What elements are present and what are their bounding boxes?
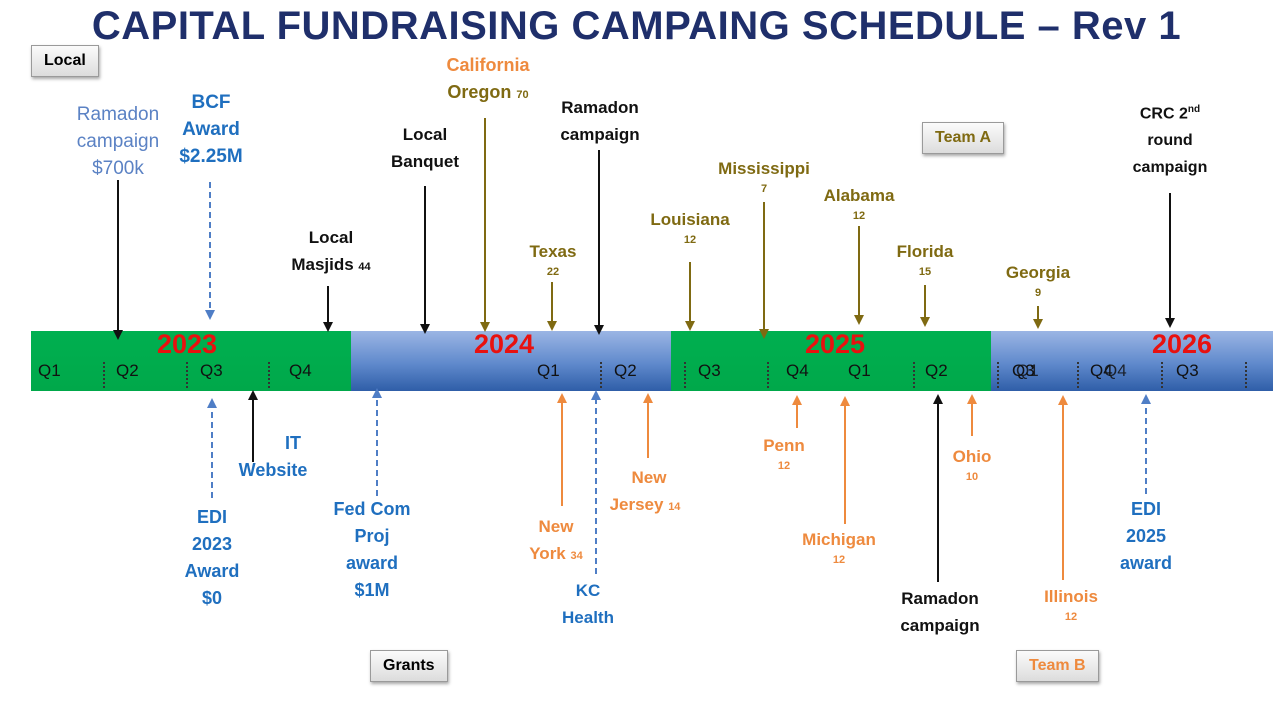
quarter-label: Q3	[1012, 361, 1035, 380]
local-tag: Local	[31, 45, 99, 77]
quarter-separator	[1245, 362, 1247, 388]
event-it-website: IT Website	[238, 433, 308, 480]
event-florida: Florida 15	[880, 238, 970, 279]
quarter-separator	[1077, 362, 1079, 388]
event-new-jersey: New Jersey 14	[609, 468, 681, 514]
band-2025	[671, 331, 991, 391]
quarter-separator	[268, 362, 270, 388]
quarter-separator	[997, 362, 999, 388]
quarter-label: Q3	[698, 361, 721, 380]
event-georgia: Georgia 9	[990, 259, 1086, 300]
michigan-count: 12	[832, 554, 846, 566]
quarter-label: Q2	[116, 361, 139, 380]
event-edi-2025-award: EDI 2025 award	[1119, 499, 1173, 573]
band-2026	[991, 331, 1273, 391]
event-ramadon-2024: Ramadon campaign	[560, 98, 640, 144]
event-kc-health: KC Health	[562, 581, 614, 627]
quarter-separator	[684, 362, 686, 388]
team-b-tag: Team B	[1016, 650, 1099, 682]
page-title: CAPITAL FUNDRAISING CAMPAING SCHEDULE – …	[91, 4, 1182, 48]
event-michigan: Michigan 12	[786, 526, 892, 567]
event-crc-2nd-round: CRC 2nd round campaign	[1132, 104, 1208, 177]
event-alabama: Alabama 12	[806, 182, 912, 223]
mississippi-count: 7	[760, 183, 768, 195]
new-york-count: 34	[570, 550, 583, 562]
quarter-label: Q1	[1016, 361, 1039, 380]
event-bcf-award: BCF Award $2.25M	[179, 92, 243, 167]
georgia-count: 9	[1034, 287, 1042, 299]
quarter-separator	[1161, 362, 1163, 388]
quarter-label: Q3	[200, 361, 223, 380]
event-fed-com-proj-award: Fed Com Proj award $1M	[333, 499, 411, 600]
quarter-separator	[767, 362, 769, 388]
event-edi-2023-award: EDI 2023 Award $0	[184, 507, 240, 608]
texas-count: 22	[546, 266, 560, 278]
florida-count: 15	[918, 266, 932, 278]
quarter-separator	[103, 362, 105, 388]
quarter-label: Q1	[537, 361, 560, 380]
event-louisiana: Louisiana 12	[634, 206, 746, 247]
year-label-2026: 2026	[1152, 329, 1213, 359]
ohio-count: 10	[965, 471, 979, 483]
year-label-2024: 2024	[474, 329, 535, 359]
year-label-2025: 2025	[805, 329, 866, 359]
band-2024	[351, 331, 671, 391]
louisiana-count: 12	[683, 234, 697, 246]
band-2023	[31, 331, 351, 391]
event-california-oregon: California Oregon 70	[446, 55, 530, 102]
event-texas: Texas 22	[522, 238, 584, 279]
event-ramadon-2023: Ramadon campaign $700k	[76, 104, 160, 179]
event-local-masjids: Local Masjids 44	[291, 228, 371, 274]
quarter-label: Q4	[289, 361, 312, 380]
penn-count: 12	[777, 460, 791, 472]
oregon-count: 70	[516, 89, 529, 101]
quarter-label: Q1	[848, 361, 871, 380]
alabama-count: 12	[852, 210, 866, 222]
quarter-label: Q1	[38, 361, 61, 380]
quarter-separator	[600, 362, 602, 388]
local-masjids-count: 44	[358, 261, 371, 273]
quarter-label: Q4	[786, 361, 809, 380]
illinois-count: 12	[1064, 611, 1078, 623]
event-ramadon-2025: Ramadon campaign	[900, 589, 980, 635]
quarter-label: Q2	[614, 361, 637, 380]
quarter-label: Q4	[1104, 361, 1127, 380]
event-ohio: Ohio 10	[940, 443, 1004, 484]
quarter-label: Q4	[1090, 361, 1113, 380]
grants-tag: Grants	[370, 650, 448, 682]
quarter-separator	[913, 362, 915, 388]
year-label-2023: 2023	[157, 329, 218, 359]
new-jersey-count: 14	[668, 501, 681, 513]
event-mississippi: Mississippi 7	[702, 155, 826, 196]
team-a-tag: Team A	[922, 122, 1005, 154]
quarter-label: Q2	[925, 361, 948, 380]
event-new-york: New York 34	[529, 517, 583, 563]
event-local-banquet: Local Banquet	[391, 125, 459, 171]
quarter-separator	[186, 362, 188, 388]
event-illinois: Illinois 12	[1022, 583, 1120, 624]
quarter-label: Q3	[1176, 361, 1199, 380]
event-penn: Penn 12	[752, 432, 816, 473]
